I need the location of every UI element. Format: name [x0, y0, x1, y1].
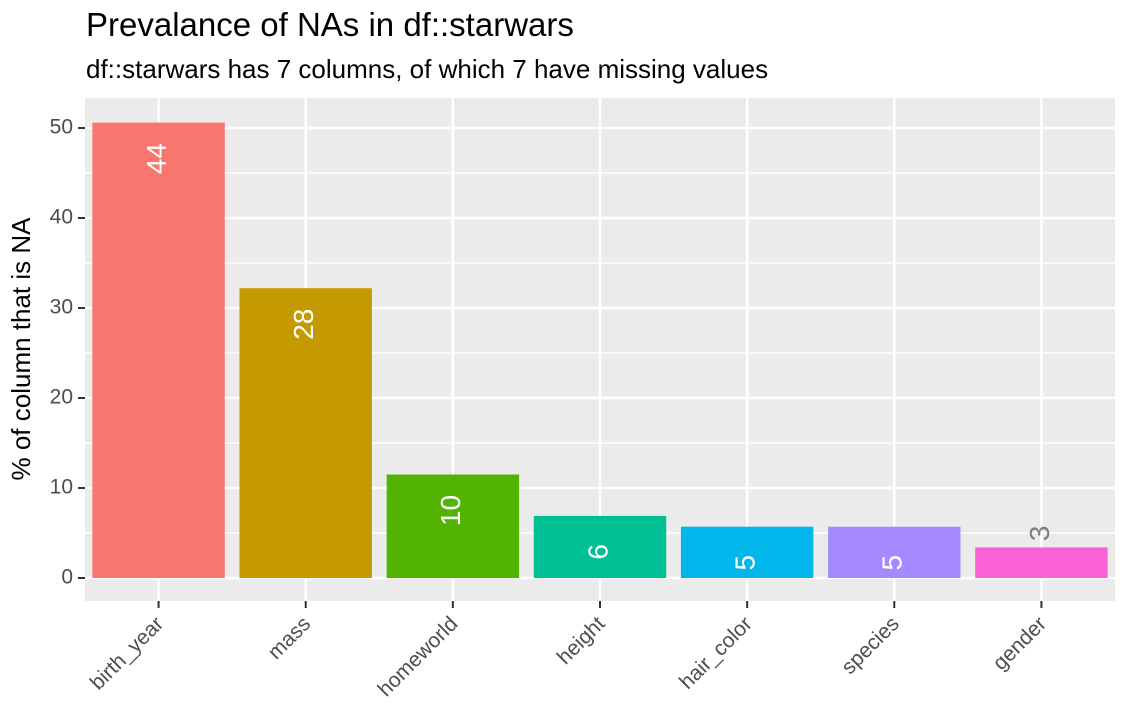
- y-tick-label: 0: [61, 566, 73, 589]
- x-tick-label: birth_year: [86, 612, 168, 694]
- bar-homeworld: [386, 474, 520, 578]
- bar-label: 10: [435, 495, 466, 526]
- bar-label: 5: [877, 555, 908, 571]
- y-tick-label: 20: [50, 386, 73, 409]
- bar-height: [533, 515, 667, 578]
- x-tick-label: gender: [988, 612, 1051, 675]
- bar-label: 5: [730, 555, 761, 571]
- bar-birth_year: [92, 122, 225, 578]
- chart-subtitle: df::starwars has 7 columns, of which 7 h…: [86, 54, 769, 84]
- x-tick-label: species: [837, 612, 904, 679]
- chart-title: Prevalance of NAs in df::starwars: [86, 6, 574, 43]
- bar-species: [828, 526, 961, 578]
- x-tick-label: hair_color: [675, 612, 756, 693]
- bar-hair_color: [680, 526, 814, 578]
- bars: [92, 122, 1108, 578]
- x-axis: birth_year mass homeworld height hair_color s…: [86, 601, 1051, 701]
- bar-mass: [239, 288, 372, 578]
- bar-label: 6: [582, 544, 613, 560]
- y-axis: 0 10 20 30 40 50: [50, 116, 85, 589]
- bar-label: 44: [141, 143, 172, 174]
- bar-labels: 44 28 10 6 5 5 3: [141, 143, 1055, 570]
- bar-gender: [975, 547, 1108, 578]
- bar-label: 3: [1024, 526, 1055, 542]
- x-tick-label: homeworld: [373, 612, 462, 701]
- y-axis-label: % of column that is NA: [6, 217, 36, 481]
- x-tick-label: height: [553, 612, 610, 669]
- y-tick-label: 10: [50, 476, 73, 499]
- y-tick-label: 40: [50, 206, 73, 229]
- x-tick-label: mass: [263, 612, 315, 664]
- bar-label: 28: [288, 309, 319, 340]
- y-tick-label: 30: [50, 296, 73, 319]
- y-tick-label: 50: [50, 116, 73, 139]
